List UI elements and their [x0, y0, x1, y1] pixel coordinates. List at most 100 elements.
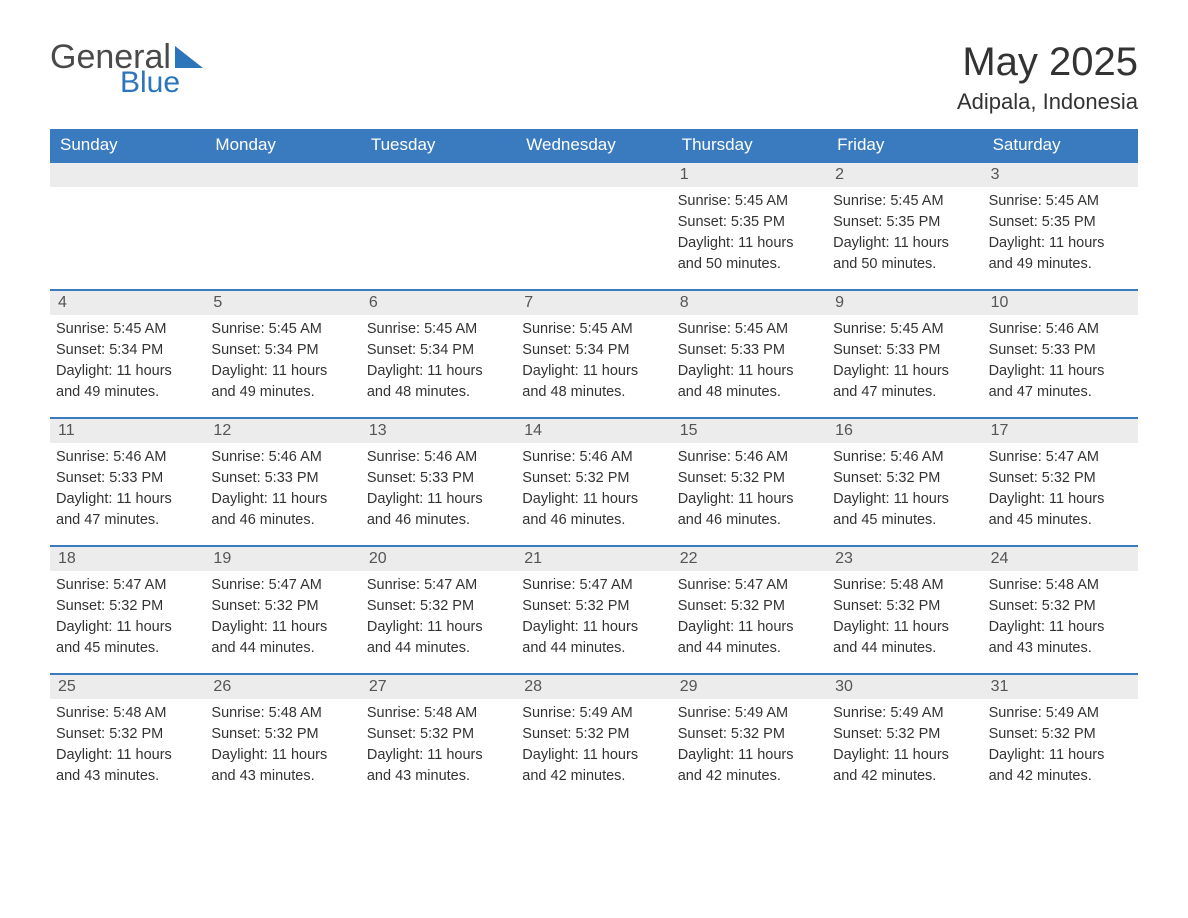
sunrise-line: Sunrise: 5:46 AM [211, 447, 354, 468]
daylight-line-1: Daylight: 11 hours [522, 745, 665, 766]
day-number: 27 [361, 675, 516, 699]
day-number: 11 [50, 419, 205, 443]
sunset-line: Sunset: 5:32 PM [833, 596, 976, 617]
day-number [50, 163, 205, 187]
daylight-line-2: and 46 minutes. [367, 510, 510, 531]
day-details: Sunrise: 5:48 AMSunset: 5:32 PMDaylight:… [50, 699, 205, 787]
daylight-line-1: Daylight: 11 hours [367, 745, 510, 766]
daylight-line-2: and 47 minutes. [833, 382, 976, 403]
daylight-line-2: and 42 minutes. [678, 766, 821, 787]
daylight-line-2: and 44 minutes. [678, 638, 821, 659]
day-cell: 13Sunrise: 5:46 AMSunset: 5:33 PMDayligh… [361, 419, 516, 545]
sunset-line: Sunset: 5:32 PM [833, 724, 976, 745]
day-number: 30 [827, 675, 982, 699]
week-row: 18Sunrise: 5:47 AMSunset: 5:32 PMDayligh… [50, 545, 1138, 673]
daylight-line-1: Daylight: 11 hours [989, 745, 1132, 766]
day-number: 17 [983, 419, 1138, 443]
daylight-line-2: and 43 minutes. [56, 766, 199, 787]
sunset-line: Sunset: 5:33 PM [678, 340, 821, 361]
week-row: 11Sunrise: 5:46 AMSunset: 5:33 PMDayligh… [50, 417, 1138, 545]
day-details: Sunrise: 5:49 AMSunset: 5:32 PMDaylight:… [672, 699, 827, 787]
daylight-line-1: Daylight: 11 hours [367, 361, 510, 382]
day-number: 5 [205, 291, 360, 315]
day-details: Sunrise: 5:45 AMSunset: 5:34 PMDaylight:… [50, 315, 205, 403]
sunrise-line: Sunrise: 5:49 AM [833, 703, 976, 724]
sunset-line: Sunset: 5:32 PM [833, 468, 976, 489]
day-number: 22 [672, 547, 827, 571]
daylight-line-1: Daylight: 11 hours [833, 617, 976, 638]
daylight-line-2: and 46 minutes. [211, 510, 354, 531]
day-number: 31 [983, 675, 1138, 699]
day-details: Sunrise: 5:45 AMSunset: 5:33 PMDaylight:… [672, 315, 827, 403]
daylight-line-1: Daylight: 11 hours [56, 745, 199, 766]
day-number: 23 [827, 547, 982, 571]
daylight-line-1: Daylight: 11 hours [522, 617, 665, 638]
daylight-line-2: and 42 minutes. [522, 766, 665, 787]
day-details: Sunrise: 5:47 AMSunset: 5:32 PMDaylight:… [672, 571, 827, 659]
day-details: Sunrise: 5:46 AMSunset: 5:32 PMDaylight:… [672, 443, 827, 531]
day-cell: 24Sunrise: 5:48 AMSunset: 5:32 PMDayligh… [983, 547, 1138, 673]
daylight-line-2: and 48 minutes. [522, 382, 665, 403]
sunrise-line: Sunrise: 5:47 AM [211, 575, 354, 596]
sunrise-line: Sunrise: 5:45 AM [211, 319, 354, 340]
day-cell: 8Sunrise: 5:45 AMSunset: 5:33 PMDaylight… [672, 291, 827, 417]
sunset-line: Sunset: 5:33 PM [211, 468, 354, 489]
day-cell: 5 Sunrise: 5:45 AMSunset: 5:34 PMDaylight… [205, 291, 360, 417]
sunrise-line: Sunrise: 5:45 AM [367, 319, 510, 340]
day-cell: 12Sunrise: 5:46 AMSunset: 5:33 PMDayligh… [205, 419, 360, 545]
daylight-line-2: and 43 minutes. [367, 766, 510, 787]
day-details: Sunrise: 5:46 AMSunset: 5:33 PMDaylight:… [50, 443, 205, 531]
day-cell: 14Sunrise: 5:46 AMSunset: 5:32 PMDayligh… [516, 419, 671, 545]
daylight-line-2: and 44 minutes. [522, 638, 665, 659]
sunrise-line: Sunrise: 5:47 AM [989, 447, 1132, 468]
sunrise-line: Sunrise: 5:48 AM [989, 575, 1132, 596]
day-details: Sunrise: 5:45 AMSunset: 5:34 PMDaylight:… [516, 315, 671, 403]
logo: General Blue [50, 40, 203, 98]
sunrise-line: Sunrise: 5:46 AM [989, 319, 1132, 340]
daylight-line-1: Daylight: 11 hours [989, 489, 1132, 510]
dow-cell: Friday [827, 129, 982, 161]
day-details: Sunrise: 5:49 AMSunset: 5:32 PMDaylight:… [983, 699, 1138, 787]
day-details: Sunrise: 5:47 AMSunset: 5:32 PMDaylight:… [361, 571, 516, 659]
week-row: 25Sunrise: 5:48 AMSunset: 5:32 PMDayligh… [50, 673, 1138, 801]
daylight-line-2: and 48 minutes. [367, 382, 510, 403]
sunset-line: Sunset: 5:34 PM [522, 340, 665, 361]
daylight-line-1: Daylight: 11 hours [367, 489, 510, 510]
day-cell: 23Sunrise: 5:48 AMSunset: 5:32 PMDayligh… [827, 547, 982, 673]
sunrise-line: Sunrise: 5:47 AM [56, 575, 199, 596]
sunrise-line: Sunrise: 5:49 AM [678, 703, 821, 724]
day-details: Sunrise: 5:48 AMSunset: 5:32 PMDaylight:… [361, 699, 516, 787]
sunset-line: Sunset: 5:32 PM [989, 724, 1132, 745]
daylight-line-1: Daylight: 11 hours [833, 489, 976, 510]
day-details: Sunrise: 5:46 AMSunset: 5:32 PMDaylight:… [827, 443, 982, 531]
day-details: Sunrise: 5:47 AMSunset: 5:32 PMDaylight:… [983, 443, 1138, 531]
day-number: 24 [983, 547, 1138, 571]
daylight-line-1: Daylight: 11 hours [989, 233, 1132, 254]
daylight-line-1: Daylight: 11 hours [989, 617, 1132, 638]
day-details: Sunrise: 5:46 AMSunset: 5:33 PMDaylight:… [361, 443, 516, 531]
sunset-line: Sunset: 5:34 PM [211, 340, 354, 361]
daylight-line-2: and 47 minutes. [56, 510, 199, 531]
day-number: 10 [983, 291, 1138, 315]
daylight-line-1: Daylight: 11 hours [211, 361, 354, 382]
day-details: Sunrise: 5:49 AMSunset: 5:32 PMDaylight:… [827, 699, 982, 787]
daylight-line-1: Daylight: 11 hours [833, 233, 976, 254]
day-number: 29 [672, 675, 827, 699]
day-cell: 11Sunrise: 5:46 AMSunset: 5:33 PMDayligh… [50, 419, 205, 545]
daylight-line-2: and 47 minutes. [989, 382, 1132, 403]
day-number: 9 [827, 291, 982, 315]
daylight-line-2: and 44 minutes. [211, 638, 354, 659]
day-cell: 7Sunrise: 5:45 AMSunset: 5:34 PMDaylight… [516, 291, 671, 417]
daylight-line-2: and 49 minutes. [989, 254, 1132, 275]
daylight-line-1: Daylight: 11 hours [678, 361, 821, 382]
daylight-line-2: and 44 minutes. [833, 638, 976, 659]
day-cell: 20Sunrise: 5:47 AMSunset: 5:32 PMDayligh… [361, 547, 516, 673]
daylight-line-2: and 42 minutes. [989, 766, 1132, 787]
day-number: 19 [205, 547, 360, 571]
day-number: 6 [361, 291, 516, 315]
sunset-line: Sunset: 5:34 PM [56, 340, 199, 361]
daylight-line-2: and 45 minutes. [833, 510, 976, 531]
day-details: Sunrise: 5:45 AMSunset: 5:34 PMDaylight:… [361, 315, 516, 403]
daylight-line-2: and 45 minutes. [56, 638, 199, 659]
sunrise-line: Sunrise: 5:47 AM [678, 575, 821, 596]
